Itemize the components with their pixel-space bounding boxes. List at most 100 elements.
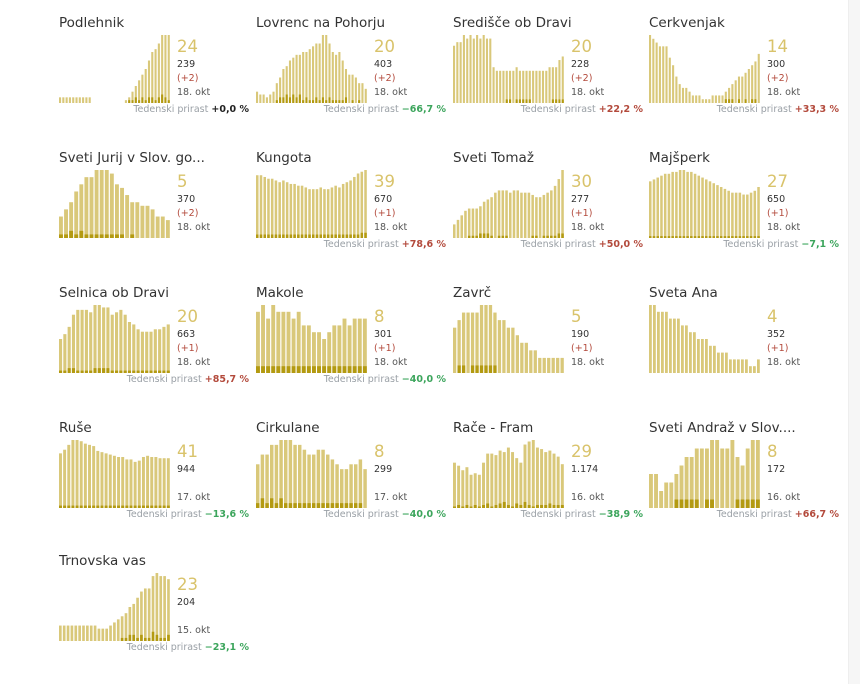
new-cases-bar — [461, 365, 466, 373]
active-cases-bar — [347, 325, 352, 373]
active-cases-bar — [693, 332, 696, 373]
new-cases-bar — [754, 99, 757, 103]
active-cases-bar — [325, 35, 328, 103]
active-cases-bar — [477, 474, 481, 508]
weekly-growth: Tedenski prirast −23,1 % — [127, 642, 249, 653]
last-update-date: 17. okt — [374, 492, 408, 503]
active-cases-bar — [512, 190, 516, 238]
active-cases-value: 20 — [177, 307, 198, 326]
active-cases-bar — [332, 325, 337, 373]
new-cases-bar — [318, 100, 321, 103]
active-cases-bar — [352, 318, 357, 373]
active-cases-bar — [532, 70, 535, 103]
active-cases-bar — [112, 455, 116, 508]
active-cases-bar — [362, 318, 367, 373]
new-cases-bar — [163, 637, 166, 641]
new-cases-bar — [561, 233, 564, 238]
active-cases-bar — [705, 448, 709, 508]
municipality-name: Ruše — [59, 420, 92, 436]
new-cases-bar — [649, 236, 652, 238]
new-cases-bar — [705, 236, 708, 238]
last-update-date: 18. okt — [177, 87, 211, 98]
active-cases-bar — [672, 65, 675, 103]
active-cases-bar — [747, 69, 750, 103]
total-cases-value: 228 — [571, 59, 590, 70]
new-cases-bar — [738, 236, 742, 238]
new-cases-bar — [63, 505, 67, 508]
active-cases-bar — [492, 67, 495, 103]
active-cases-bar — [486, 453, 490, 508]
total-cases-value: 172 — [767, 464, 786, 475]
active-cases-bar — [300, 185, 304, 238]
active-cases-bar — [330, 459, 335, 508]
active-cases-bar — [62, 625, 66, 641]
new-cases-bar — [341, 234, 345, 238]
active-cases-bar — [499, 70, 502, 103]
new-cases-bar — [110, 370, 114, 373]
new-cases-bar — [697, 236, 701, 238]
active-cases-bar — [158, 458, 162, 508]
active-cases-bar — [88, 97, 91, 103]
active-cases-bar — [263, 176, 266, 238]
active-cases-bar — [737, 76, 741, 103]
active-cases-bar — [711, 95, 714, 103]
municipality-card: Lovrenc na Pohorju 20 403 (+2) 18. okt Tedens… — [256, 15, 446, 135]
active-cases-bar — [490, 197, 493, 238]
new-cases-bar — [305, 97, 308, 103]
active-cases-bar — [340, 469, 344, 508]
active-cases-bar — [285, 66, 288, 103]
active-cases-bar — [133, 461, 137, 508]
active-cases-bar — [701, 99, 704, 103]
active-cases-bar — [274, 180, 278, 238]
active-cases-bar — [552, 453, 556, 508]
new-cases-bar — [59, 370, 63, 373]
new-cases-bar — [166, 370, 170, 373]
new-cases-bar — [274, 234, 278, 238]
last-update-date: 17. okt — [177, 492, 211, 503]
total-cases-value: 370 — [177, 194, 196, 205]
active-cases-bar — [528, 70, 531, 103]
new-cases-bar — [686, 236, 689, 238]
weekly-growth-value: +66,7 % — [794, 509, 839, 520]
active-cases-bar — [341, 60, 344, 103]
active-cases-bar — [94, 170, 99, 238]
active-cases-bar — [119, 309, 123, 373]
active-cases-bar — [482, 35, 485, 103]
new-cases-bar — [556, 504, 560, 508]
active-cases-bar — [697, 175, 701, 238]
weekly-growth-label: Tedenski prirast — [520, 509, 596, 520]
last-update-date: 18. okt — [571, 357, 605, 368]
active-cases-bar — [741, 359, 744, 373]
new-cases-bar — [667, 236, 671, 238]
active-cases-bar — [256, 91, 259, 103]
active-cases-bar — [86, 625, 89, 641]
active-cases-bar — [457, 465, 461, 508]
active-cases-bar — [293, 183, 296, 238]
active-cases-bar — [360, 171, 364, 238]
active-cases-bar — [349, 180, 352, 238]
new-cases-bar — [548, 503, 552, 508]
active-cases-bar — [475, 208, 478, 238]
active-cases-bar — [729, 359, 732, 373]
new-cases-bar — [712, 236, 715, 238]
last-update-date: 18. okt — [571, 222, 605, 233]
weekly-growth-value: −38,9 % — [598, 509, 643, 520]
active-cases-bar — [150, 209, 155, 238]
active-cases-bar — [669, 482, 674, 508]
new-cases-bar — [542, 235, 546, 238]
active-cases-bar — [358, 459, 363, 508]
active-cases-bar — [506, 327, 511, 373]
page-scrollbar[interactable] — [848, 0, 860, 684]
municipality-name: Kungota — [256, 150, 312, 166]
active-cases-bar — [274, 444, 279, 508]
new-cases-bar — [256, 366, 260, 373]
active-cases-bar — [745, 448, 750, 508]
new-cases-bar — [552, 504, 556, 508]
active-cases-value: 5 — [571, 307, 582, 326]
active-cases-bar — [356, 173, 360, 238]
active-cases-value: 27 — [767, 172, 788, 191]
active-cases-bar — [285, 182, 289, 238]
active-cases-bar — [465, 467, 469, 508]
active-cases-bar — [80, 309, 84, 373]
new-cases-bar — [682, 236, 686, 238]
